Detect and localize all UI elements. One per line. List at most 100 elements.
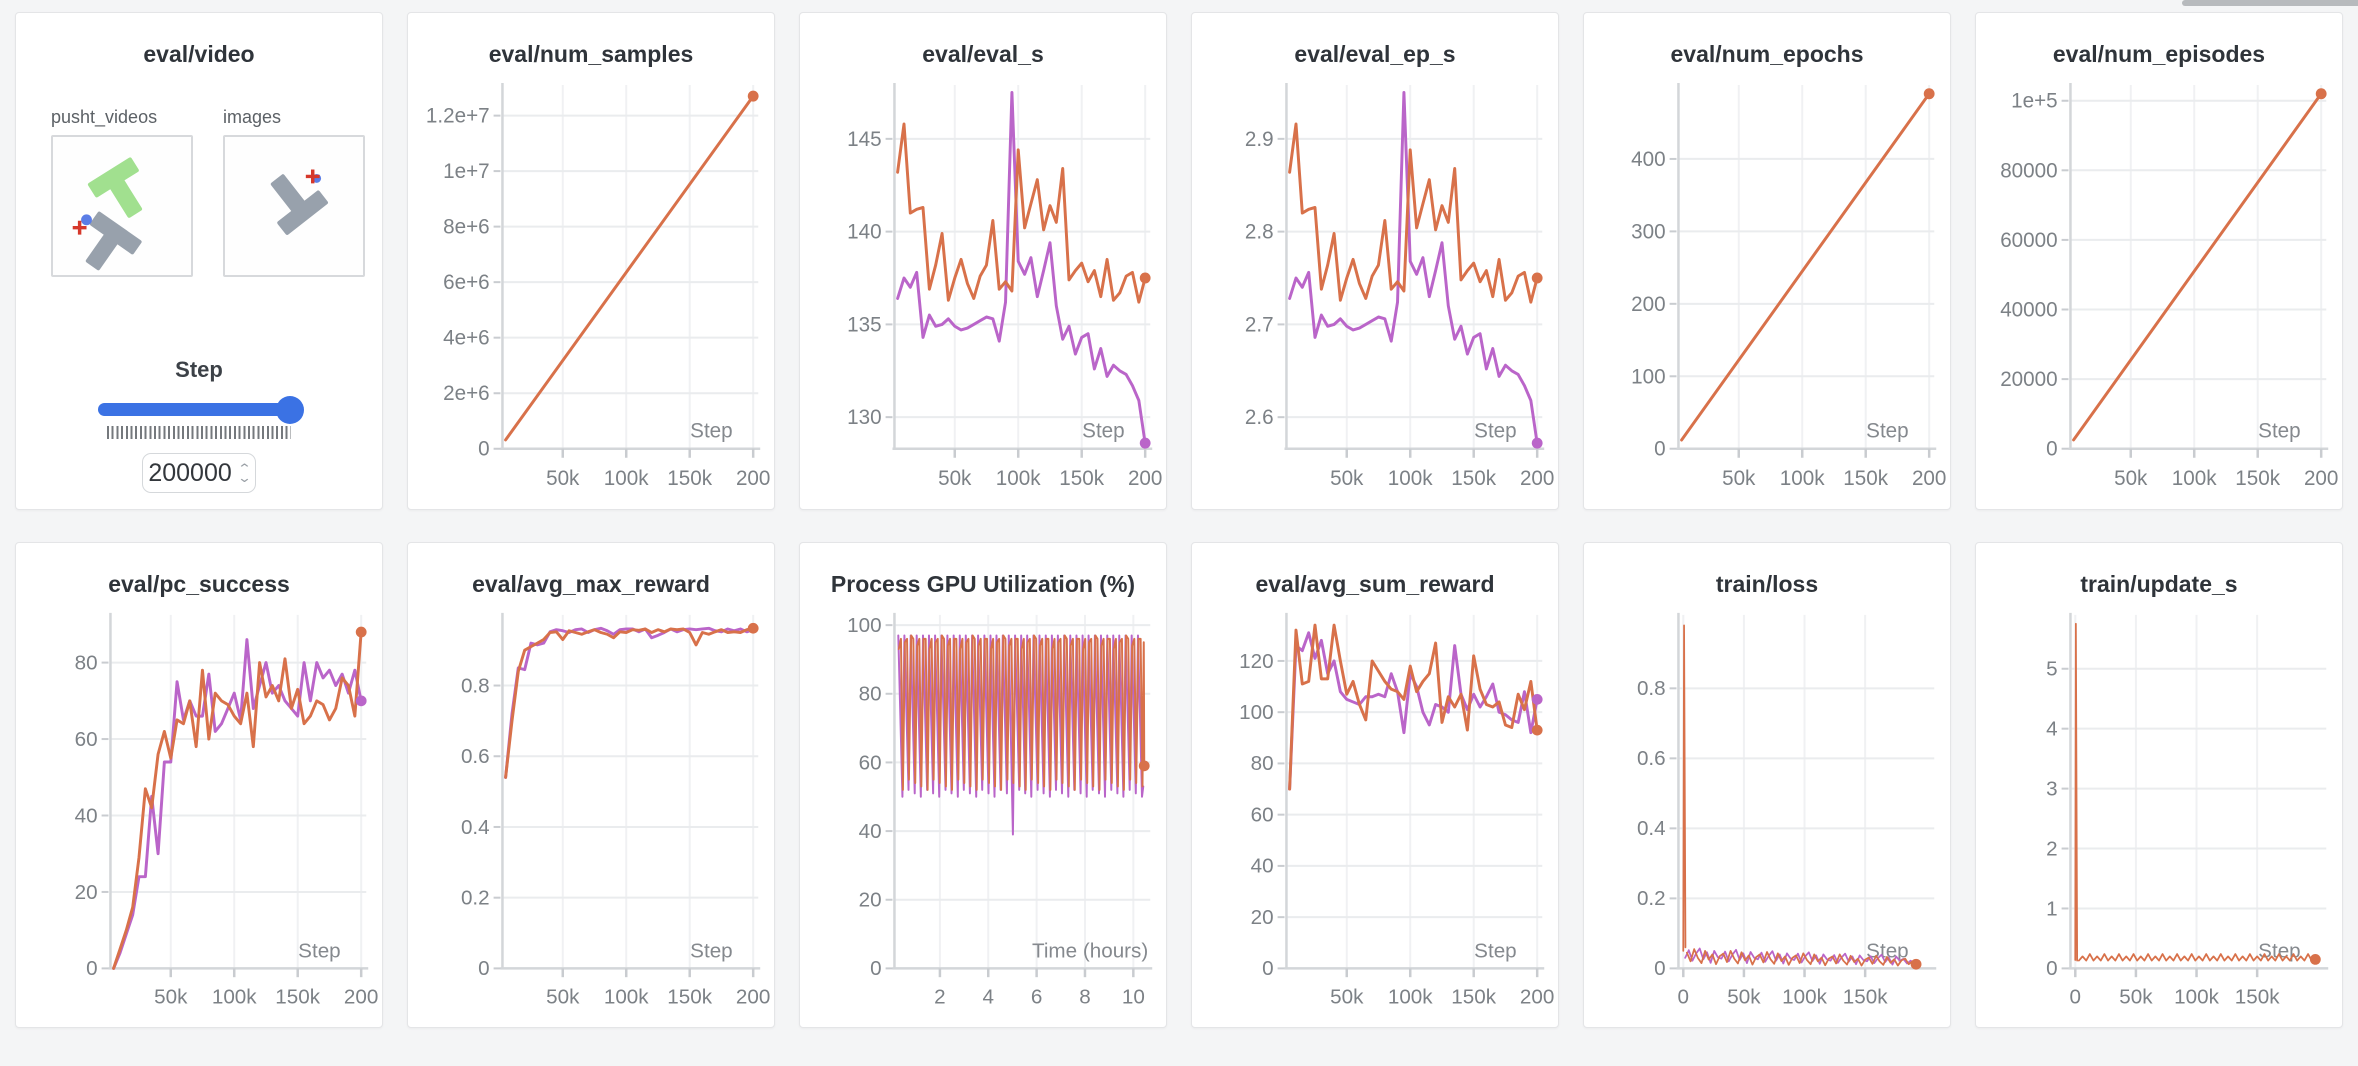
svg-text:40: 40 (859, 820, 882, 843)
chart-canvas[interactable]: 0 100 200 300 400 50k 100k 150k 200 Step (1584, 77, 1950, 509)
svg-text:50k: 50k (546, 986, 580, 1009)
svg-text:0.2: 0.2 (461, 887, 490, 910)
svg-text:100: 100 (1239, 701, 1273, 724)
svg-text:50k: 50k (154, 986, 188, 1009)
number-stepper[interactable]: ⌃ ⌄ (236, 461, 252, 485)
chart-canvas[interactable]: 0 20000 40000 60000 80000 1e+5 50k 100k 150k 200 S… (1976, 77, 2342, 509)
svg-text:60: 60 (859, 751, 882, 774)
svg-text:100k: 100k (2174, 986, 2219, 1009)
svg-text:50k: 50k (938, 467, 972, 490)
chart-panel-eval-num-episodes: eval/num_episodes 0 20000 40000 60000 80000 1… (1975, 12, 2343, 510)
step-value[interactable]: 200000 (148, 458, 232, 487)
svg-text:150k: 150k (1059, 467, 1104, 490)
chart-panel-eval-avg-sum-reward: eval/avg_sum_reward 0 20 40 60 80 100 120 50k 10… (1191, 542, 1559, 1028)
svg-text:6: 6 (1031, 986, 1042, 1009)
svg-text:60: 60 (1251, 804, 1274, 827)
svg-text:0.6: 0.6 (461, 745, 490, 768)
svg-text:0: 0 (2046, 438, 2058, 461)
chart-title: train/loss (1715, 571, 1819, 597)
pusht-render-image (72, 157, 143, 271)
svg-text:0: 0 (1654, 957, 1665, 980)
chart-title: eval/avg_sum_reward (1255, 571, 1495, 597)
svg-text:2.8: 2.8 (1245, 220, 1274, 243)
panel-eval-video: eval/video pusht_videos images (15, 12, 383, 510)
target-tee-shape (87, 157, 143, 218)
svg-text:1.2e+7: 1.2e+7 (426, 104, 490, 127)
step-slider[interactable] (98, 396, 304, 443)
svg-text:0: 0 (2070, 986, 2081, 1009)
svg-text:0.2: 0.2 (1637, 887, 1666, 910)
slider-track[interactable] (98, 403, 300, 416)
svg-text:100k: 100k (2172, 467, 2217, 490)
svg-text:150k: 150k (275, 986, 320, 1009)
agent-dot (81, 214, 92, 226)
svg-text:150k: 150k (1451, 986, 1496, 1009)
panel-grid: eval/video pusht_videos images (15, 12, 2343, 1028)
chart-title: eval/num_epochs (1670, 41, 1864, 67)
chart-canvas[interactable]: 0 1 2 3 4 5 0 50k 100k 150k Step (1976, 607, 2342, 1027)
svg-text:Time (hours): Time (hours) (1032, 940, 1148, 963)
chart-canvas[interactable]: 0 20 40 60 80 100 2 4 6 8 10 Time (hours) (800, 607, 1166, 1027)
slider-thumb[interactable] (276, 396, 304, 424)
chart-canvas[interactable]: 130 135 140 145 50k 100k 150k 200 Step (800, 77, 1166, 509)
svg-text:80: 80 (1251, 752, 1274, 775)
svg-text:200: 200 (736, 467, 770, 490)
chart-panel-eval-pc-success: eval/pc_success 0 20 40 60 80 50k 100k 150k 200 S… (15, 542, 383, 1028)
slider-tick-ruler (107, 426, 291, 439)
svg-text:0.4: 0.4 (1637, 817, 1666, 840)
svg-text:Step: Step (1082, 419, 1125, 442)
svg-text:200: 200 (2304, 467, 2338, 490)
svg-text:150k: 150k (667, 467, 712, 490)
svg-text:200: 200 (344, 986, 378, 1009)
stepper-up-icon[interactable]: ⌃ (236, 461, 252, 476)
chart-panel-eval-eval-ep-s: eval/eval_ep_s 2.6 2.7 2.8 2.9 50k 100k 150k 20… (1191, 12, 1559, 510)
chart-canvas[interactable]: 0 2e+6 4e+6 6e+6 8e+6 1e+7 1.2e+7 50k 100k 150k 20… (408, 77, 774, 509)
chart-canvas[interactable]: 2.6 2.7 2.8 2.9 50k 100k 150k 200 Step (1192, 77, 1558, 509)
stepper-down-icon[interactable]: ⌄ (236, 470, 252, 485)
chart-title: eval/pc_success (108, 571, 290, 597)
svg-text:80000: 80000 (2000, 159, 2057, 182)
svg-text:Step: Step (1866, 419, 1909, 442)
svg-text:4: 4 (983, 986, 994, 1009)
svg-text:0.6: 0.6 (1637, 747, 1666, 770)
svg-text:100k: 100k (1782, 986, 1827, 1009)
svg-text:60: 60 (75, 728, 98, 751)
svg-text:150k: 150k (667, 986, 712, 1009)
svg-text:60000: 60000 (2000, 229, 2057, 252)
video-thumbnail-images[interactable] (223, 135, 365, 277)
svg-text:Step: Step (1474, 940, 1516, 963)
chart-panel-process-gpu-utilization: Process GPU Utilization (%) 0 20 40 60 80 100… (799, 542, 1167, 1028)
video-thumbnail-pusht[interactable] (51, 135, 193, 277)
chart-title: eval/avg_max_reward (472, 571, 710, 597)
svg-text:1e+7: 1e+7 (443, 160, 490, 183)
svg-text:Step: Step (2258, 940, 2300, 963)
svg-text:0: 0 (870, 957, 881, 980)
goal-cross-icon (305, 169, 320, 184)
step-slider-label: Step (175, 357, 223, 382)
svg-text:80: 80 (75, 651, 98, 674)
chart-title: eval/num_samples (488, 41, 694, 67)
svg-text:400: 400 (1631, 148, 1665, 171)
svg-text:100k: 100k (212, 986, 257, 1009)
svg-text:4e+6: 4e+6 (443, 327, 490, 350)
svg-text:135: 135 (847, 313, 881, 336)
svg-text:200: 200 (736, 986, 770, 1009)
svg-text:80: 80 (859, 683, 882, 706)
svg-text:5: 5 (2046, 658, 2057, 681)
svg-text:1: 1 (2046, 897, 2057, 920)
svg-text:0.8: 0.8 (461, 674, 490, 697)
tee-block-shape (85, 211, 142, 271)
chart-panel-train-update-s: train/update_s 0 1 2 3 4 5 0 50k 100k 150k Step (1975, 542, 2343, 1028)
chart-title: Process GPU Utilization (%) (830, 571, 1136, 597)
images-render-image (270, 169, 328, 235)
chart-title: eval/eval_ep_s (1294, 41, 1456, 67)
svg-text:40: 40 (75, 804, 98, 827)
svg-text:0: 0 (1678, 986, 1689, 1009)
horizontal-scrollbar-thumb[interactable] (2182, 0, 2358, 6)
svg-text:200: 200 (1631, 293, 1665, 316)
step-number-input[interactable]: 200000 ⌃ ⌄ (142, 453, 256, 493)
